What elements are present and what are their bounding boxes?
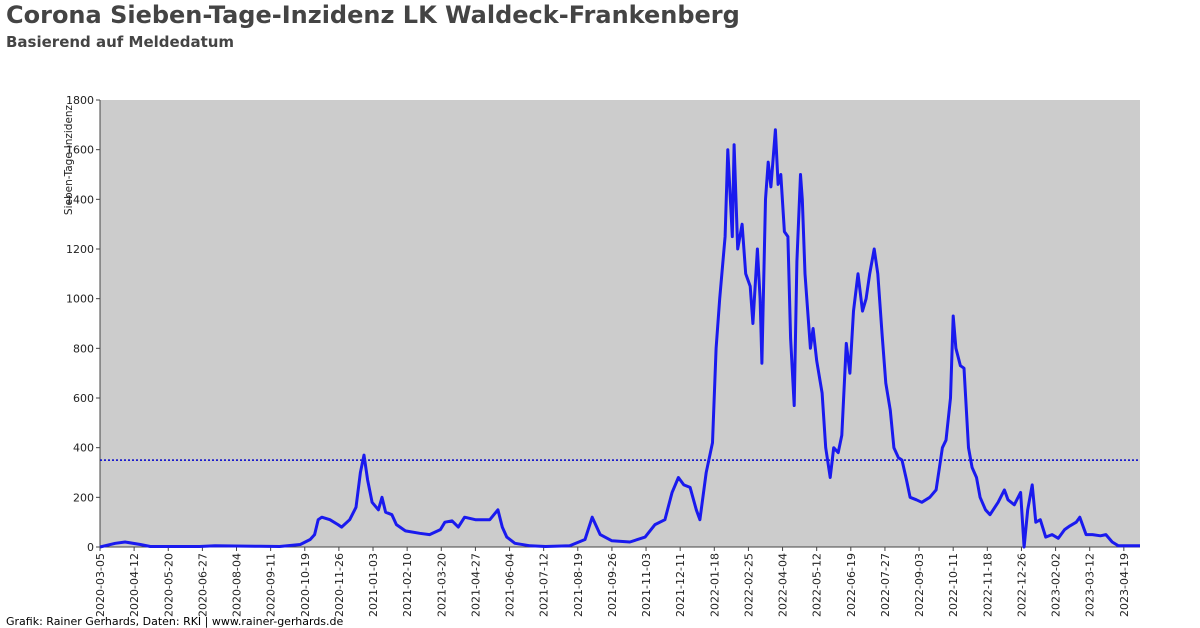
y-tick-label: 1600: [66, 144, 94, 157]
x-tick-label: 2022-11-18: [981, 553, 994, 617]
x-tick-label: 2022-06-19: [845, 553, 858, 617]
x-tick-label: 2020-03-05: [94, 553, 107, 617]
x-tick-label: 2021-07-12: [538, 553, 551, 617]
x-tick-label: 2020-06-27: [196, 553, 209, 617]
x-tick-label: 2022-01-18: [708, 553, 721, 617]
x-tick-label: 2022-02-25: [742, 553, 755, 617]
x-tick-label: 2020-11-26: [333, 553, 346, 617]
data-line: [99, 128, 1140, 549]
y-tick-label: 1800: [66, 94, 94, 107]
x-tick-label: 2021-03-20: [435, 553, 448, 617]
x-tick-label: 2020-09-11: [265, 553, 278, 617]
x-tick-label: 2023-03-12: [1084, 553, 1097, 617]
footer: Grafik: Rainer Gerhards, Daten: RKI | ww…: [6, 615, 344, 628]
x-tick-label: 2021-04-27: [469, 553, 482, 617]
x-tick-label: 2020-10-19: [299, 553, 312, 617]
chart-title: Corona Sieben-Tage-Inzidenz LK Waldeck-F…: [6, 1, 740, 29]
x-tick-label: 2022-10-11: [947, 553, 960, 617]
x-tick-label: 2022-05-12: [811, 553, 824, 617]
y-tick-label: 600: [73, 392, 94, 405]
x-tick-label: 2021-02-10: [401, 553, 414, 617]
y-axis-label: Sieben-Tage-Inzidenz: [63, 104, 75, 215]
x-tick-label: 2020-05-20: [162, 553, 175, 617]
x-tick-label: 2022-07-27: [879, 553, 892, 617]
chart-subtitle: Basierend auf Meldedatum: [6, 33, 234, 51]
x-tick-label: 2023-02-02: [1050, 553, 1063, 617]
x-tick-label: 2021-08-19: [572, 553, 585, 617]
y-tick-label: 1000: [66, 293, 94, 306]
y-tick-label: 1200: [66, 243, 94, 256]
y-tick-label: 800: [73, 342, 94, 355]
y-tick-label: 200: [73, 491, 94, 504]
x-tick-label: 2021-06-04: [504, 553, 517, 617]
x-tick-label: 2020-04-12: [128, 553, 141, 617]
x-tick-label: 2022-09-03: [913, 553, 926, 617]
x-tick-label: 2021-12-11: [674, 553, 687, 617]
x-tick-label: 2023-04-19: [1118, 553, 1131, 617]
x-tick-label: 2021-09-26: [606, 553, 619, 617]
plot-area: [100, 100, 1140, 547]
y-tick-label: 400: [73, 442, 94, 455]
y-tick-label: 1400: [66, 193, 94, 206]
x-tick-label: 2021-01-03: [367, 553, 380, 617]
x-tick-label: 2022-04-04: [777, 553, 790, 617]
x-tick-label: 2022-12-26: [1015, 553, 1028, 617]
x-tick-label: 2021-11-03: [640, 553, 653, 617]
x-tick-label: 2020-08-04: [231, 553, 244, 617]
y-tick-label: 0: [87, 541, 94, 554]
